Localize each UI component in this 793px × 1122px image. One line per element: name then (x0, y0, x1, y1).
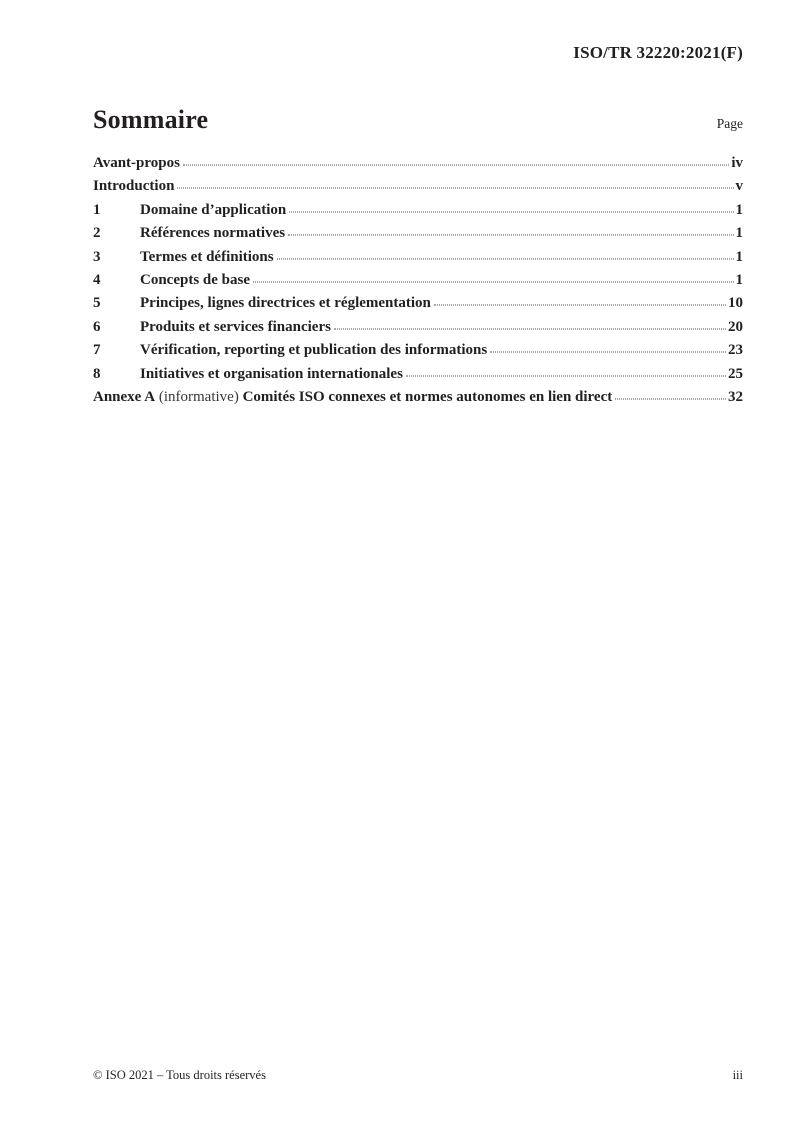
toc-entry-number: 2 (93, 225, 101, 242)
toc-entry-clause-7[interactable]: 7 Vérification, reporting et publication… (93, 343, 743, 358)
page-footer: © ISO 2021 – Tous droits réservés iii (93, 1069, 743, 1082)
toc-entry-number: 4 (93, 271, 101, 288)
toc-entry-page: v (735, 178, 744, 195)
annexe-label-bold: Annexe A (93, 388, 156, 405)
dot-leader (289, 211, 734, 213)
toc-entry-label: Produits et services financiers (140, 318, 331, 335)
toc-entry-clause-4[interactable]: 4 Concepts de base 1 (93, 271, 744, 288)
annexe-title-bold: Comités ISO connexes et normes autonomes… (242, 388, 613, 405)
dot-leader (490, 351, 726, 353)
toc-entry-annexe-a[interactable]: Annexe A (informative) Comités ISO conne… (93, 388, 743, 405)
toc-entry-avant-propos[interactable]: Avant-propos iv (93, 156, 743, 171)
page-title: Sommaire (93, 105, 209, 134)
toc-entry-number: 8 (93, 365, 101, 382)
toc-entry-label: Annexe A (informative) Comités ISO conne… (93, 388, 613, 405)
annexe-label-informative: (informative) (155, 388, 243, 405)
toc-entry-label: Concepts de base (140, 271, 251, 288)
dot-leader (177, 187, 734, 189)
toc-entry-number: 5 (93, 295, 101, 312)
toc-entry-clause-6[interactable]: 6 Produits et services financiers 20 (93, 318, 743, 335)
dot-leader (405, 375, 726, 377)
toc-entry-page: 25 (728, 365, 743, 382)
toc-entry-label: Avant-propos (93, 155, 180, 171)
toc-entry-label: Vérification, reporting et publication d… (140, 342, 488, 359)
toc-entry-label: Références normatives (140, 225, 286, 242)
toc-entry-label: Initiatives et organisation internationa… (140, 365, 403, 382)
toc-entry-clause-8[interactable]: 8 Initiatives et organisation internatio… (93, 365, 743, 382)
dot-leader (333, 328, 726, 330)
dot-leader (288, 234, 734, 236)
toc-entry-label: Termes et définitions (140, 248, 274, 265)
toc-entry-page: 1 (735, 248, 744, 265)
dot-leader (433, 304, 726, 306)
toc-entry-introduction[interactable]: Introduction v (93, 179, 743, 194)
copyright-notice: © ISO 2021 – Tous droits réservés (93, 1068, 266, 1082)
toc-entry-clause-2[interactable]: 2 Références normatives 1 (93, 226, 743, 241)
toc-entry-clause-1[interactable]: 1 Domaine d’application 1 (93, 201, 744, 218)
document-reference: ISO/TR 32220:2021(F) (573, 43, 743, 62)
toc-entry-page: 23 (728, 342, 743, 359)
toc-entry-number: 6 (93, 318, 101, 335)
toc-entry-number: 1 (93, 201, 101, 218)
toc-entry-page: iv (731, 155, 743, 171)
dot-leader (182, 164, 730, 166)
page-column-label: Page (716, 116, 743, 131)
toc-entry-number: 7 (93, 342, 101, 359)
dot-leader (615, 398, 726, 400)
toc-entry-clause-3[interactable]: 3 Termes et définitions 1 (93, 248, 744, 265)
toc-entry-page: 32 (728, 388, 743, 405)
folio-page-number: iii (732, 1068, 743, 1082)
toc-entry-page: 1 (735, 271, 744, 288)
dot-leader (253, 281, 734, 283)
toc-entry-label: Principes, lignes directrices et régleme… (140, 295, 431, 312)
toc-entry-number: 3 (93, 248, 101, 265)
toc-entry-page: 10 (728, 295, 743, 312)
toc-entry-page: 1 (735, 201, 744, 218)
toc-entry-page: 20 (728, 318, 743, 335)
dot-leader (276, 258, 734, 260)
toc-entry-label: Introduction (93, 178, 175, 195)
toc-entry-label: Domaine d’application (140, 201, 287, 218)
toc-header: Sommaire Page (93, 105, 743, 134)
table-of-contents: Avant-propos iv Introduction v 1 Domaine… (93, 156, 743, 405)
toc-entry-page: 1 (735, 225, 744, 242)
toc-entry-clause-5[interactable]: 5 Principes, lignes directrices et régle… (93, 296, 743, 311)
